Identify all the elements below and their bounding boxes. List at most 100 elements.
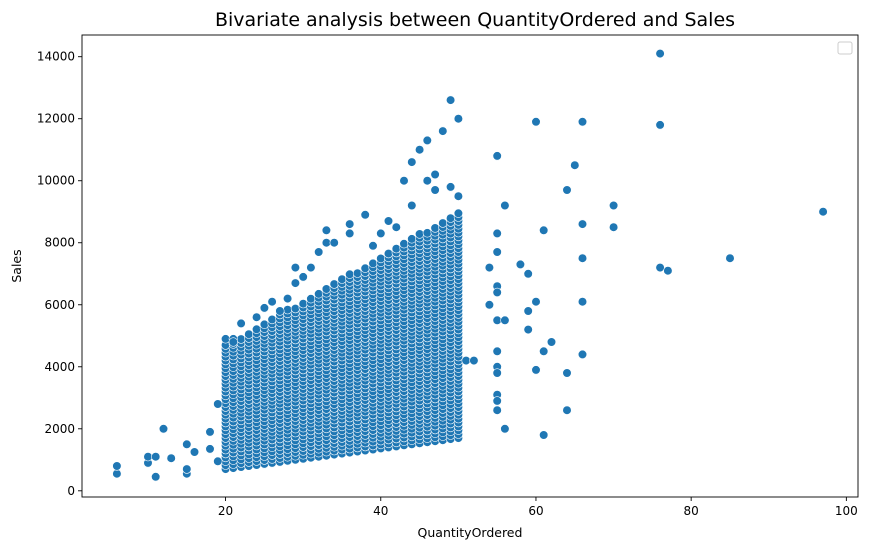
data-point xyxy=(422,228,432,238)
data-point xyxy=(360,210,370,220)
data-point xyxy=(523,306,533,316)
data-point xyxy=(213,456,223,466)
data-point xyxy=(329,238,339,248)
data-point xyxy=(259,319,270,330)
data-point xyxy=(655,48,665,59)
data-point xyxy=(484,300,495,310)
data-point xyxy=(655,263,665,273)
data-point xyxy=(577,219,588,229)
data-point xyxy=(306,263,316,273)
x-axis-label: QuantityOrdered xyxy=(418,525,523,540)
y-tick-label: 14000 xyxy=(37,50,75,64)
y-tick-label: 4000 xyxy=(44,360,75,374)
data-point xyxy=(446,182,456,192)
data-point xyxy=(407,200,417,211)
data-point xyxy=(415,229,425,239)
data-point xyxy=(189,447,200,457)
y-axis-ticks: 0 2000 4000 6000 8000 10000 12000 14000 xyxy=(37,50,82,498)
data-point xyxy=(461,356,471,366)
data-point xyxy=(314,289,324,299)
data-point xyxy=(112,461,122,471)
data-point xyxy=(608,200,619,211)
data-point xyxy=(376,253,386,264)
data-point xyxy=(484,263,495,273)
data-point xyxy=(453,208,464,218)
data-point xyxy=(546,337,557,347)
data-point xyxy=(112,469,122,479)
data-point xyxy=(446,95,456,105)
data-point xyxy=(228,337,238,347)
data-point xyxy=(290,278,301,288)
data-point xyxy=(539,225,549,235)
data-point xyxy=(539,430,549,440)
data-point xyxy=(577,117,588,127)
chart-title: Bivariate analysis between QuantityOrder… xyxy=(215,9,735,31)
data-point xyxy=(290,263,301,273)
data-point xyxy=(492,151,502,161)
data-point xyxy=(577,349,588,360)
data-point xyxy=(391,222,401,232)
data-point xyxy=(523,325,533,335)
data-point xyxy=(252,312,262,322)
data-point xyxy=(376,228,386,238)
data-point xyxy=(422,135,432,145)
data-point xyxy=(205,427,215,437)
x-tick-label: 40 xyxy=(373,504,388,518)
data-point xyxy=(663,266,673,276)
data-point xyxy=(321,225,332,235)
data-point xyxy=(236,334,246,344)
data-point xyxy=(368,241,378,251)
data-point xyxy=(469,356,479,366)
y-tick-label: 10000 xyxy=(37,174,75,188)
data-point xyxy=(655,120,665,130)
data-point xyxy=(283,305,293,315)
data-point xyxy=(430,185,440,195)
data-point xyxy=(306,294,316,304)
data-point xyxy=(244,329,254,339)
data-point xyxy=(329,279,339,289)
data-point xyxy=(298,272,308,282)
data-point xyxy=(608,222,619,232)
data-point xyxy=(345,228,355,238)
data-point xyxy=(205,444,215,454)
data-point xyxy=(818,207,828,217)
data-point xyxy=(492,228,502,238)
data-point xyxy=(531,117,541,127)
y-axis-label: Sales xyxy=(9,249,24,282)
data-point xyxy=(531,297,541,307)
x-tick-label: 20 xyxy=(218,504,233,518)
data-point xyxy=(430,169,440,180)
y-tick-label: 2000 xyxy=(44,422,75,436)
data-point xyxy=(267,297,277,307)
data-point xyxy=(352,268,363,278)
data-point xyxy=(391,244,401,254)
data-point xyxy=(492,315,502,325)
data-point xyxy=(321,238,332,248)
data-point xyxy=(368,258,378,269)
data-point xyxy=(267,314,277,325)
data-point xyxy=(562,185,572,195)
data-point xyxy=(492,287,502,298)
data-point xyxy=(283,294,293,304)
data-point xyxy=(275,306,285,316)
data-point xyxy=(492,368,502,378)
data-point xyxy=(182,439,192,449)
data-point xyxy=(453,191,464,201)
data-point xyxy=(298,299,308,309)
data-point xyxy=(383,216,394,226)
data-point xyxy=(345,219,355,229)
data-point xyxy=(492,396,502,406)
y-tick-label: 12000 xyxy=(37,112,75,126)
data-point xyxy=(407,157,417,167)
data-points xyxy=(112,48,828,482)
data-point xyxy=(399,176,409,186)
data-point xyxy=(337,274,347,284)
x-tick-label: 100 xyxy=(835,504,858,518)
data-point xyxy=(492,247,502,257)
x-axis-ticks: 20 40 60 80 100 xyxy=(218,497,858,518)
data-point xyxy=(151,472,161,482)
data-point xyxy=(252,324,262,334)
data-point xyxy=(422,176,432,186)
data-point xyxy=(492,346,502,356)
